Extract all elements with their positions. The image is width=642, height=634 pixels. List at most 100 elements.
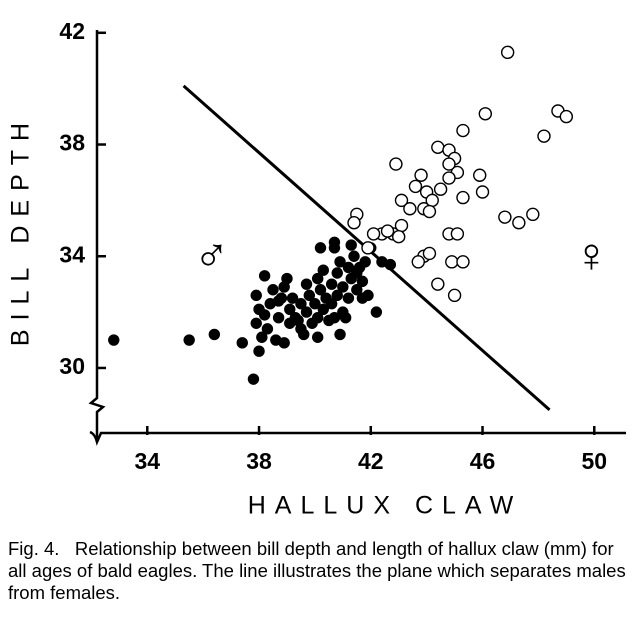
filled-point <box>314 242 327 254</box>
x-tick-label: 38 <box>246 448 272 474</box>
open-point <box>475 185 490 199</box>
open-point <box>526 207 540 222</box>
open-point <box>559 109 574 124</box>
open-point <box>414 168 428 182</box>
open-point <box>498 210 512 224</box>
filled-point <box>253 303 265 316</box>
filled-point <box>286 292 299 304</box>
open-point <box>408 179 423 194</box>
open-point <box>411 255 425 269</box>
filled-point <box>331 289 343 302</box>
filled-point <box>328 311 341 324</box>
open-point <box>431 140 445 155</box>
filled-point <box>261 323 274 335</box>
filled-point <box>359 256 371 268</box>
filled-point <box>384 258 397 271</box>
open-point <box>450 227 465 241</box>
open-point <box>456 255 470 269</box>
open-point <box>389 157 403 171</box>
filled-point <box>337 281 349 293</box>
filled-point <box>339 311 352 324</box>
filled-point <box>311 311 324 324</box>
filled-point <box>311 331 324 343</box>
sex-symbol: ♂ <box>194 230 230 283</box>
filled-point <box>108 334 120 346</box>
open-point <box>431 277 445 291</box>
open-point <box>442 157 456 171</box>
y-tick-label: 30 <box>59 353 85 379</box>
sex-symbol: ♀ <box>573 230 609 283</box>
filled-point <box>325 298 338 310</box>
filled-point <box>328 236 341 248</box>
open-point <box>394 193 409 208</box>
filled-point <box>183 334 195 346</box>
filled-point <box>253 345 265 357</box>
filled-point <box>342 292 355 304</box>
open-point <box>537 129 551 143</box>
filled-point <box>267 284 279 296</box>
chart: BILL DEPTH HALLUX CLAW 30 34 38 42 34 38 42 46 5… <box>7 18 626 520</box>
open-point <box>380 224 395 238</box>
filled-point <box>309 298 321 310</box>
y-axis <box>88 30 106 442</box>
x-tick-label: 50 <box>581 448 607 474</box>
filled-point <box>295 298 307 310</box>
filled-point <box>351 284 363 296</box>
filled-point <box>256 331 268 343</box>
y-tick-label: 38 <box>59 130 85 156</box>
filled-point <box>250 289 262 302</box>
filled-point <box>300 278 313 290</box>
filled-point <box>356 275 369 288</box>
filled-point <box>281 272 293 285</box>
filled-point <box>300 306 313 318</box>
filled-point <box>236 337 248 349</box>
open-point <box>473 168 487 182</box>
filled-point <box>331 267 343 279</box>
x-tick-label: 34 <box>134 448 160 474</box>
filled-point <box>284 303 296 316</box>
filled-point <box>334 328 346 341</box>
filled-point <box>317 264 329 276</box>
open-point <box>442 171 456 185</box>
filled-point <box>370 306 383 318</box>
filled-point <box>258 270 271 282</box>
filled-point <box>362 289 374 302</box>
open-point <box>422 204 437 219</box>
x-tick-label: 42 <box>358 448 384 474</box>
open-point <box>366 227 381 241</box>
filled-point <box>303 289 316 302</box>
open-point <box>447 288 462 303</box>
filled-point <box>348 250 360 262</box>
filled-point <box>325 278 338 290</box>
x-axis-label: HALLUX CLAW <box>248 492 523 520</box>
filled-point <box>250 317 262 329</box>
y-tick-label: 34 <box>59 241 85 267</box>
open-point <box>500 45 515 60</box>
y-tick-label: 42 <box>59 18 85 44</box>
open-point <box>392 229 406 244</box>
filled-point <box>208 328 221 341</box>
filled-point <box>334 256 346 268</box>
open-point <box>456 190 470 205</box>
filled-point <box>345 239 357 251</box>
open-point <box>433 182 448 196</box>
open-point <box>512 216 526 230</box>
y-axis-label: BILL DEPTH <box>7 114 35 346</box>
open-point <box>456 123 470 138</box>
open-point <box>403 202 417 216</box>
caption: Fig. 4. Relationship between bill depth … <box>8 538 631 603</box>
open-point <box>422 246 437 261</box>
filled-point <box>314 284 327 296</box>
x-axis <box>89 430 626 446</box>
open-point <box>425 193 439 208</box>
filled-point <box>247 373 260 385</box>
x-tick-label: 46 <box>470 448 496 474</box>
filled-point <box>272 295 285 307</box>
open-point <box>445 255 459 269</box>
open-point <box>361 241 375 255</box>
filled-point <box>311 272 324 285</box>
open-point <box>347 216 361 230</box>
filled-point <box>295 323 307 335</box>
open-point <box>478 107 493 121</box>
